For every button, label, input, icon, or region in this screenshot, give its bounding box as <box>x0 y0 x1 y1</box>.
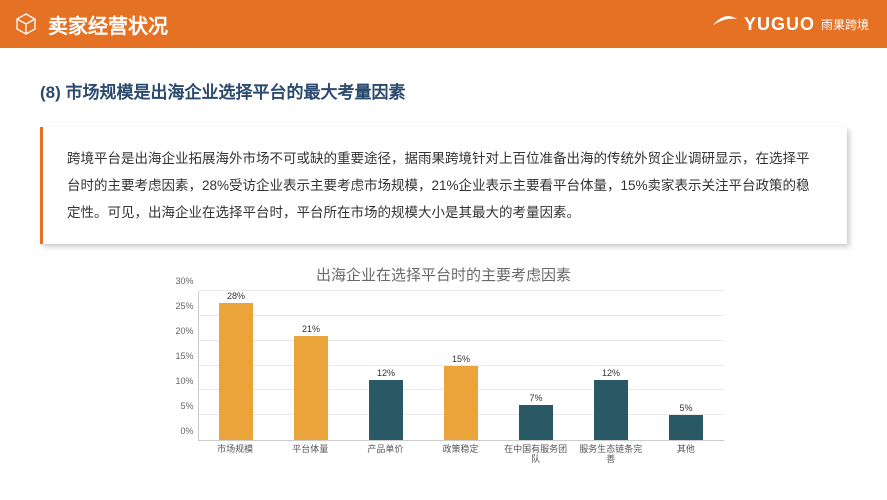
bar-column: 12% <box>580 291 643 440</box>
plot-area: 28% 21% 12% 15% 7% 12% 5% <box>198 291 724 441</box>
bar-column: 28% <box>205 291 268 440</box>
bar-rect <box>594 380 628 440</box>
bar-rect <box>369 380 403 440</box>
header-bar: 卖家经营状况 YUGUO 雨果跨境 <box>0 0 887 48</box>
bar-value-label: 5% <box>679 403 692 413</box>
y-tick-label: 20% <box>175 326 193 336</box>
y-tick-label: 30% <box>175 276 193 286</box>
bar-chart: 出海企业在选择平台时的主要考虑因素 0% 5% 10% 15% 20% 25% 30% 28… <box>164 264 724 465</box>
bar-value-label: 21% <box>302 324 320 334</box>
bar-rect <box>519 405 553 440</box>
y-tick-label: 0% <box>180 426 193 436</box>
bar-rect <box>294 336 328 440</box>
chart-title: 出海企业在选择平台时的主要考虑因素 <box>164 264 724 285</box>
bar-value-label: 12% <box>377 368 395 378</box>
page-subtitle: (8) 市场规模是出海企业选择平台的最大考量因素 <box>40 78 847 103</box>
bar-column: 5% <box>655 291 718 440</box>
x-axis-label: 平台体量 <box>279 441 342 465</box>
bar-rect <box>444 366 478 441</box>
x-axis-label: 服务生态链条完善 <box>579 441 642 465</box>
cube-icon <box>14 12 38 36</box>
y-tick-label: 15% <box>175 351 193 361</box>
header-title: 卖家经营状况 <box>48 10 168 39</box>
y-tick-label: 25% <box>175 301 193 311</box>
bar-column: 21% <box>280 291 343 440</box>
content-area: (8) 市场规模是出海企业选择平台的最大考量因素 跨境平台是出海企业拓展海外市场… <box>0 48 887 465</box>
bar-value-label: 15% <box>452 354 470 364</box>
x-axis-labels: 市场规模平台体量产品单价政策稳定在中国有服务团队服务生态链条完善其他 <box>198 441 724 465</box>
x-axis-label: 市场规模 <box>204 441 267 465</box>
x-axis-label: 政策稳定 <box>429 441 492 465</box>
x-axis-label: 在中国有服务团队 <box>504 441 567 465</box>
y-tick-label: 10% <box>175 376 193 386</box>
logo-cn: 雨果跨境 <box>821 16 869 33</box>
y-axis: 0%5%10%15%20%25%30% <box>164 291 198 441</box>
bar-value-label: 28% <box>227 291 245 301</box>
bar-column: 15% <box>430 291 493 440</box>
chart-body: 0%5%10%15%20%25%30% 28%21%12%15%7%12%5% <box>164 291 724 441</box>
description-block: 跨境平台是出海企业拓展海外市场不可或缺的重要途径，据雨果跨境针对上百位准备出海的… <box>40 127 847 244</box>
x-axis-label: 其他 <box>654 441 717 465</box>
bar-rect <box>669 415 703 440</box>
bar-value-label: 12% <box>602 368 620 378</box>
logo-text: YUGUO <box>744 14 815 35</box>
bar-rect <box>219 303 253 440</box>
bar-column: 12% <box>355 291 418 440</box>
y-tick-label: 5% <box>180 401 193 411</box>
x-axis-label: 产品单价 <box>354 441 417 465</box>
bar-value-label: 7% <box>529 393 542 403</box>
swoosh-icon <box>712 15 738 27</box>
header-left: 卖家经营状况 <box>14 10 168 39</box>
bar-column: 7% <box>505 291 568 440</box>
bars-container: 28% 21% 12% 15% 7% 12% 5% <box>199 291 724 440</box>
brand-logo: YUGUO 雨果跨境 <box>712 14 869 35</box>
